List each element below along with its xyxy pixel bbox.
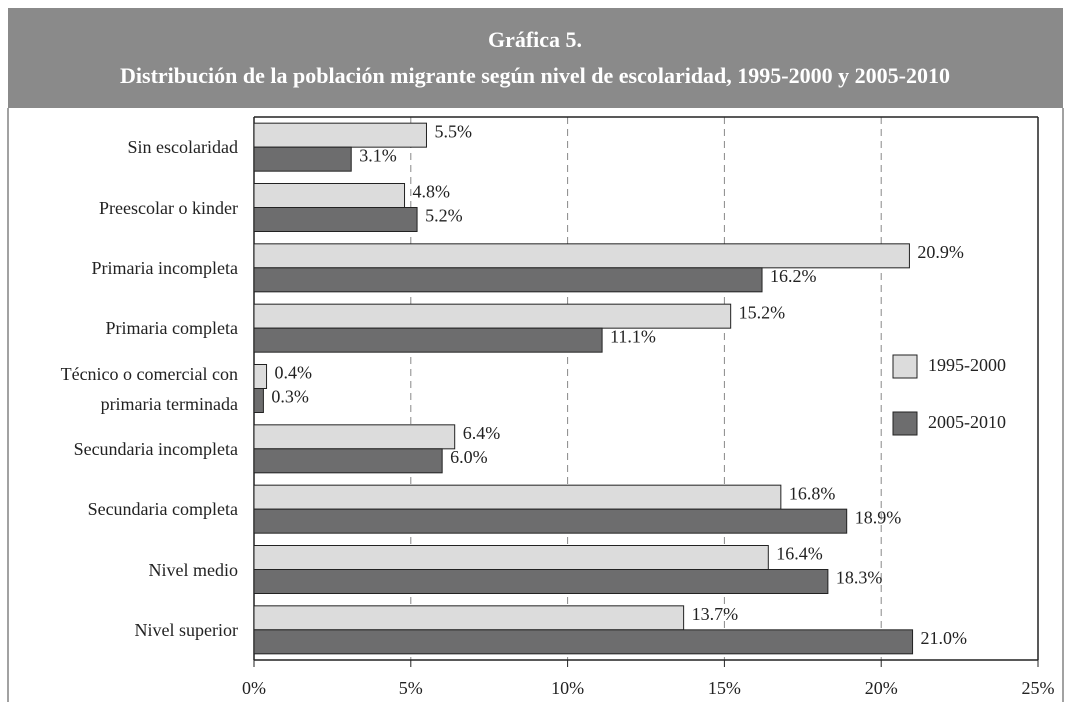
chart-title: Gráfica 5. xyxy=(488,27,582,52)
legend-label: 1995-2000 xyxy=(928,355,1006,375)
header-band xyxy=(8,8,1063,108)
y-tick-label: Preescolar o kinder xyxy=(99,197,238,218)
x-tick-label: 5% xyxy=(399,678,423,698)
data-label: 16.8% xyxy=(789,483,836,503)
bar xyxy=(253,484,782,510)
data-label: 16.4% xyxy=(776,544,823,564)
x-tick-label: 15% xyxy=(708,678,741,698)
x-tick-label: 10% xyxy=(551,678,584,698)
data-label: 18.9% xyxy=(855,507,902,527)
legend-swatch xyxy=(892,354,918,379)
bar xyxy=(253,122,427,148)
y-tick-label: Nivel medio xyxy=(148,559,238,580)
y-tick-label: Técnico o comercial con primaria termina… xyxy=(60,363,238,414)
data-label: 0.4% xyxy=(275,363,313,383)
bar xyxy=(253,303,732,329)
bar xyxy=(253,327,603,353)
y-tick-label: Primaria incompleta xyxy=(91,257,238,278)
data-label: 18.3% xyxy=(836,568,883,588)
data-label: 15.2% xyxy=(739,302,786,322)
y-tick-label: Nivel superior xyxy=(134,619,238,640)
x-tick-label: 20% xyxy=(865,678,898,698)
data-label: 20.9% xyxy=(917,242,964,262)
bar xyxy=(253,388,264,413)
bar xyxy=(253,569,829,594)
y-tick-label: Primaria completa xyxy=(105,318,238,339)
data-label: 3.1% xyxy=(359,145,397,165)
x-tick-label: 0% xyxy=(242,678,266,698)
x-tick-label: 25% xyxy=(1022,678,1055,698)
data-label: 5.5% xyxy=(434,121,472,141)
data-label: 0.3% xyxy=(271,387,309,407)
bar xyxy=(253,243,910,269)
bar xyxy=(253,508,848,534)
data-label: 5.2% xyxy=(425,206,463,226)
y-tick-label: Secundaria completa xyxy=(87,499,238,520)
legend-swatch xyxy=(892,411,918,436)
y-tick-label: Secundaria incompleta xyxy=(73,438,238,459)
data-label: 16.2% xyxy=(770,266,817,286)
bar xyxy=(253,207,418,232)
bar xyxy=(253,545,769,570)
data-label: 13.7% xyxy=(692,604,739,624)
bar xyxy=(253,629,914,655)
bar xyxy=(253,605,685,631)
data-label: 6.0% xyxy=(450,447,488,467)
y-tick-label: Sin escolaridad xyxy=(127,137,238,158)
chart-subtitle: Distribución de la población migrante se… xyxy=(120,63,950,88)
legend-label: 2005-2010 xyxy=(928,412,1006,432)
bar xyxy=(253,183,406,208)
bar xyxy=(253,146,352,172)
bar xyxy=(253,424,456,450)
bar xyxy=(253,267,763,293)
data-label: 4.8% xyxy=(413,182,451,202)
data-label: 6.4% xyxy=(463,423,501,443)
data-label: 11.1% xyxy=(610,326,656,346)
bar xyxy=(253,364,268,389)
bar xyxy=(253,448,443,474)
data-label: 21.0% xyxy=(921,628,968,648)
